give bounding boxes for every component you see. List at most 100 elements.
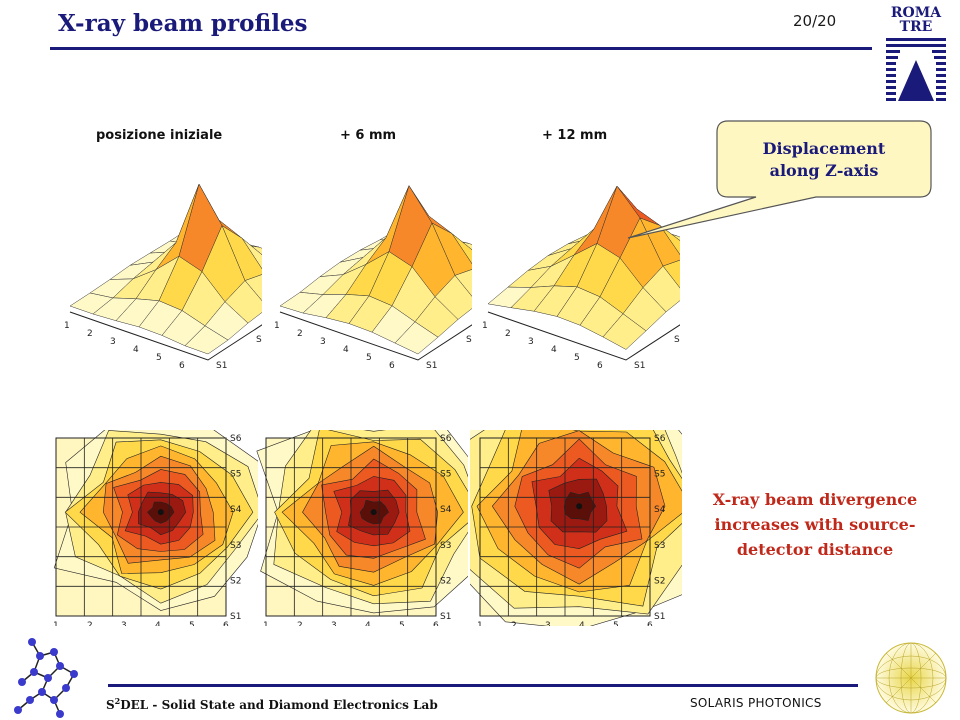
surface-plot-label: + 12 mm xyxy=(542,128,608,143)
contour-peak-marker xyxy=(157,509,164,516)
contour-x-tick: 2 xyxy=(87,621,93,626)
contour-plot-12mm: 1 2 3 4 5 6 S1 S2 S3 S4 S5 S6 xyxy=(470,430,682,626)
surface-plot-label: + 6 mm xyxy=(340,128,397,143)
surface-x-tick: 1 xyxy=(482,321,488,331)
contour-y-tick: S3 xyxy=(654,541,665,551)
contour-x-tick: 2 xyxy=(297,621,303,626)
contour-x-tick: 4 xyxy=(365,621,371,626)
contour-y-tick: S3 xyxy=(230,541,241,551)
callout-line-2: along Z-axis xyxy=(769,161,879,180)
contour-x-tick: 3 xyxy=(545,621,551,626)
contour-frame xyxy=(265,437,437,617)
contour-y-tick: S2 xyxy=(440,576,451,586)
footer-rule xyxy=(108,684,858,687)
surface-facet xyxy=(602,313,647,350)
surface-x-tick: 6 xyxy=(389,361,395,371)
surface-x-tick: 3 xyxy=(528,337,534,347)
surface-x-tick: 5 xyxy=(366,353,372,363)
surface-x-tick: 3 xyxy=(110,337,116,347)
contour-y-tick: S6 xyxy=(440,434,452,444)
contour-y-tick: S1 xyxy=(440,612,451,622)
surface-plot-label: posizione iniziale xyxy=(96,128,223,143)
surface-facet xyxy=(184,325,229,355)
contour-x-tick: 6 xyxy=(223,621,229,626)
surface-x-tick: 4 xyxy=(133,345,139,355)
contour-y-tick: S6 xyxy=(654,434,666,444)
contour-x-tick: 2 xyxy=(511,621,517,626)
surface-y-tick: S3 xyxy=(256,335,262,345)
surface-y-tick: S3 xyxy=(674,335,680,345)
contour-x-tick: 5 xyxy=(613,621,619,626)
divergence-line-3: detector distance xyxy=(736,540,894,559)
contour-y-tick: S5 xyxy=(654,470,665,480)
page-number: 20/20 xyxy=(793,12,837,30)
surface-y-tick: S1 xyxy=(634,361,645,371)
molecule-icon xyxy=(14,638,78,718)
contour-x-tick: 5 xyxy=(399,621,405,626)
solaris-photonics: SOLARIS PHOTONICS xyxy=(690,696,822,710)
contour-x-tick: 4 xyxy=(155,621,161,626)
contour-frame xyxy=(55,437,227,617)
lab-name: S2DEL - Solid State and Diamond Electron… xyxy=(106,696,438,712)
contour-x-tick: 6 xyxy=(433,621,439,626)
surface-x-tick: 2 xyxy=(297,329,303,339)
divergence-line-2: increases with source- xyxy=(714,515,916,534)
lab-rest: DEL - Solid State and Diamond Electronic… xyxy=(120,698,438,712)
surface-x-tick: 2 xyxy=(87,329,93,339)
surface-x-tick: 1 xyxy=(274,321,280,331)
surface-x-tick: 2 xyxy=(505,329,511,339)
surface-x-tick: 5 xyxy=(156,353,162,363)
surface-plot-6mm: + 6 mm 123456S1S3S5 xyxy=(258,122,472,386)
roma-tre-logo: ROMA TRE xyxy=(880,4,952,104)
contour-y-tick: S6 xyxy=(230,434,242,444)
surface-x-tick: 6 xyxy=(179,361,185,371)
contour-frame xyxy=(479,437,651,617)
contour-y-tick: S1 xyxy=(230,612,241,622)
contour-y-tick: S4 xyxy=(440,505,452,515)
displacement-callout: Displacement along Z-axis xyxy=(627,120,932,239)
contour-x-tick: 1 xyxy=(53,621,59,626)
surface-base-axis xyxy=(279,311,472,361)
callout-bubble-shape xyxy=(627,120,932,239)
contour-plot-6mm: 1 2 3 4 5 6 S1 S2 S3 S4 S5 S6 xyxy=(256,430,468,626)
contour-y-tick: S3 xyxy=(440,541,451,551)
contour-y-tick: S2 xyxy=(230,576,241,586)
divergence-note: X-ray beam divergence increases with sou… xyxy=(684,487,946,562)
surface-base-axis xyxy=(69,311,262,361)
contour-x-tick: 3 xyxy=(121,621,127,626)
surface-plot-12mm: + 12 mm 123456S1S3S5 xyxy=(466,122,680,386)
contour-peak-marker xyxy=(370,509,377,516)
lab-prefix: S xyxy=(106,698,115,712)
contour-x-tick: 5 xyxy=(189,621,195,626)
contour-x-tick: 4 xyxy=(579,621,585,626)
contour-y-tick: S1 xyxy=(654,612,665,622)
divergence-line-1: X-ray beam divergence xyxy=(712,490,918,509)
contour-plot-initial: 1 2 3 4 5 6 S1 S2 S3 S4 S5 S6 xyxy=(46,430,258,626)
surface-x-tick: 4 xyxy=(551,345,557,355)
lab-superscript: 2 xyxy=(114,696,121,706)
slide-title: X-ray beam profiles xyxy=(58,10,308,37)
callout-text: Displacement along Z-axis xyxy=(716,138,932,182)
surface-x-tick: 4 xyxy=(343,345,349,355)
contour-x-tick: 6 xyxy=(647,621,653,626)
surface-x-tick: 6 xyxy=(597,361,603,371)
contour-peak-marker xyxy=(576,503,583,510)
contour-y-tick: S2 xyxy=(654,576,665,586)
surface-y-tick: S1 xyxy=(216,361,227,371)
title-underline xyxy=(50,47,872,50)
surface-x-tick: 3 xyxy=(320,337,326,347)
surface-base-axis xyxy=(487,311,680,361)
logo-line-2: TRE xyxy=(899,19,933,35)
contour-x-tick: 1 xyxy=(263,621,269,626)
contour-x-tick: 3 xyxy=(331,621,337,626)
callout-line-1: Displacement xyxy=(762,139,886,158)
contour-y-tick: S5 xyxy=(440,470,451,480)
contour-x-tick: 1 xyxy=(477,621,483,626)
surface-y-tick: S3 xyxy=(466,335,472,345)
surface-x-tick: 1 xyxy=(64,321,70,331)
solaris-emblem-icon xyxy=(875,642,947,714)
roma-tre-emblem-icon xyxy=(886,38,946,101)
contour-y-tick: S4 xyxy=(230,505,242,515)
logo-line-1: ROMA xyxy=(890,5,942,21)
surface-y-tick: S1 xyxy=(426,361,437,371)
